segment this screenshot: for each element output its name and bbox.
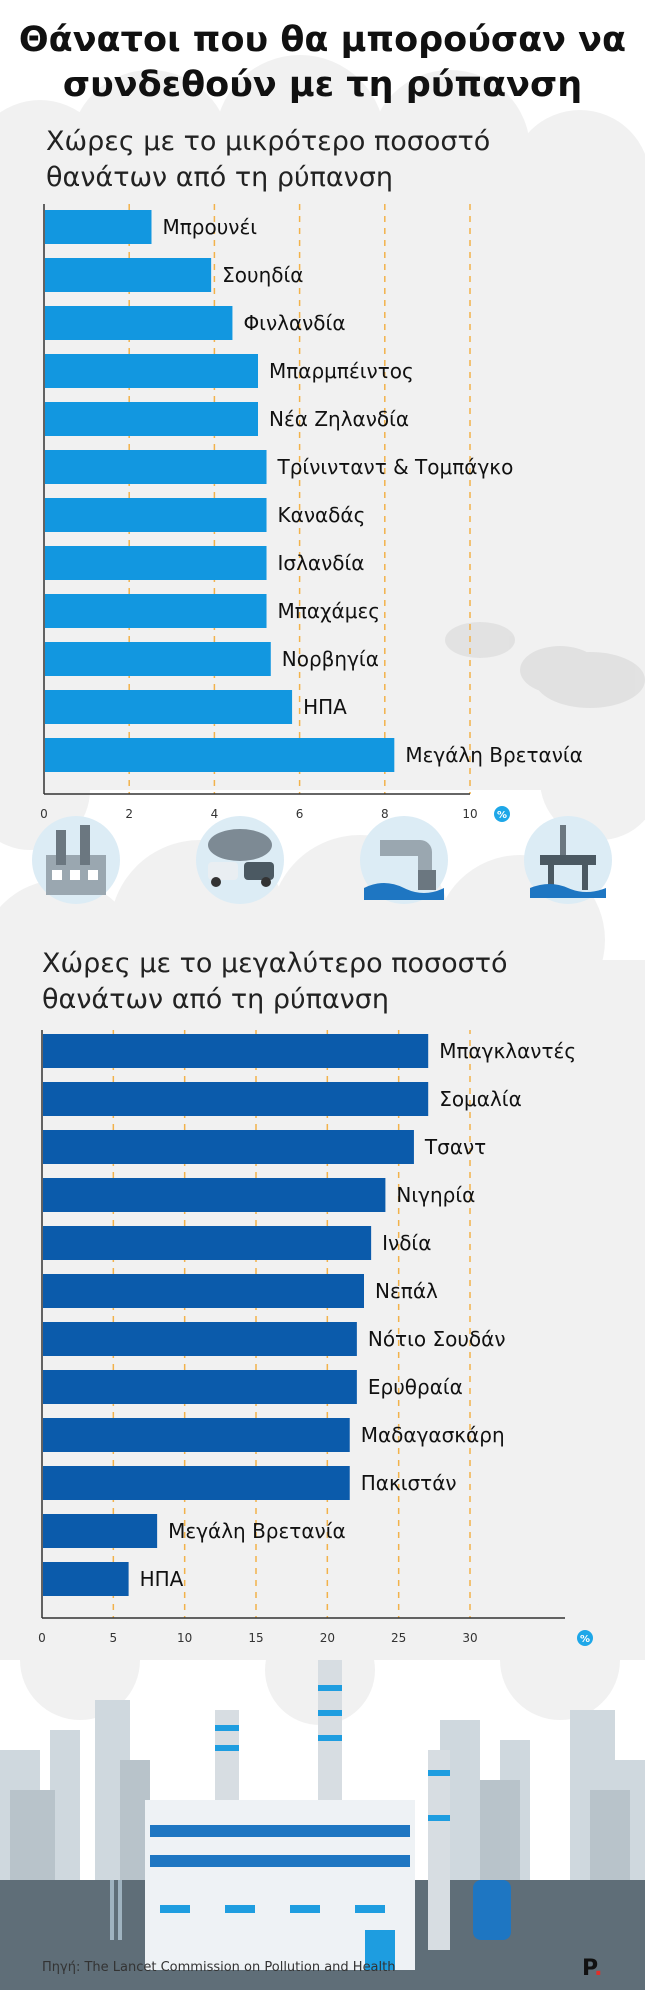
bar-7 xyxy=(45,498,267,532)
bar-10 xyxy=(45,642,271,676)
bar-12 xyxy=(43,1562,129,1596)
x-tick-label: 15 xyxy=(248,1631,263,1645)
x-tick-label: 25 xyxy=(391,1631,406,1645)
category-label: ΗΠΑ xyxy=(140,1567,184,1591)
x-tick-label: 5 xyxy=(110,1631,118,1645)
category-label: Νότιο Σουδάν xyxy=(368,1327,506,1351)
category-label: Σουηδία xyxy=(222,263,303,287)
x-tick-label: 10 xyxy=(462,807,477,821)
bar-1 xyxy=(43,1034,429,1068)
chart2-title: Χώρες με το μεγαλύτερο ποσοστό θανάτων α… xyxy=(42,948,508,1015)
category-label: Μεγάλη Βρετανία xyxy=(168,1519,346,1543)
factory-building xyxy=(110,1660,511,1970)
bar-2 xyxy=(45,258,212,292)
category-label: Μπαρμπέιντος xyxy=(269,359,414,383)
category-label: Νέα Ζηλανδία xyxy=(269,407,409,431)
x-tick-label: 4 xyxy=(211,807,219,821)
icons-row xyxy=(32,816,612,904)
bar-11 xyxy=(45,690,293,724)
source-note: Πηγή: The Lancet Commission on Pollution… xyxy=(42,1960,396,1975)
bar-9 xyxy=(43,1418,350,1452)
category-label: Μπαχάμες xyxy=(278,599,381,623)
category-label: Νορβηγία xyxy=(282,647,379,671)
bar-12 xyxy=(45,738,395,772)
bar-7 xyxy=(43,1322,357,1356)
x-tick-label: 0 xyxy=(40,807,48,821)
category-label: Μεγάλη Βρετανία xyxy=(405,743,583,767)
bar-8 xyxy=(45,546,267,580)
bar-6 xyxy=(45,450,267,484)
bar-11 xyxy=(43,1514,158,1548)
category-label: Μπαγκλαντές xyxy=(439,1039,576,1063)
bar-1 xyxy=(45,210,152,244)
category-label: Μπρουνέι xyxy=(163,215,258,239)
unit-label: % xyxy=(580,1634,590,1645)
unit-badge xyxy=(577,1630,593,1646)
bar-4 xyxy=(45,354,258,388)
category-label: Φινλανδία xyxy=(243,311,345,335)
category-label: ΗΠΑ xyxy=(303,695,347,719)
sewage-pipe-icon xyxy=(360,816,448,904)
unit-badge xyxy=(494,806,510,822)
x-tick-label: 20 xyxy=(320,1631,335,1645)
factory-skyline-illustration xyxy=(0,1660,645,1990)
oil-rig-icon xyxy=(524,816,612,904)
bar-8 xyxy=(43,1370,357,1404)
category-label: Ισλανδία xyxy=(278,551,365,575)
traffic-icon xyxy=(196,816,284,904)
chart1: Μπρουνέι Σουηδία Φινλανδία Μπαρμπέιντος Νέα … xyxy=(40,204,583,822)
main-title: Θάνατοι που θα μπορούσαν να συνδεθούν με… xyxy=(18,20,627,105)
chart2: Μπαγκλαντές Σομαλία Τσαντ Νιγηρία Ινδία Νεπάλ… xyxy=(38,1030,593,1646)
x-tick-label: 30 xyxy=(462,1631,477,1645)
x-tick-label: 2 xyxy=(125,807,133,821)
bar-5 xyxy=(43,1226,372,1260)
bar-10 xyxy=(43,1466,350,1500)
bar-9 xyxy=(45,594,267,628)
publisher-logo: P. xyxy=(582,1956,602,1981)
category-label: Τσαντ xyxy=(424,1135,486,1159)
bar-2 xyxy=(43,1082,429,1116)
category-label: Νεπάλ xyxy=(375,1279,438,1303)
category-label: Καναδάς xyxy=(278,503,366,527)
x-tick-label: 0 xyxy=(38,1631,46,1645)
category-label: Ερυθραία xyxy=(368,1375,463,1399)
bar-5 xyxy=(45,402,258,436)
logo-letter: P xyxy=(582,1956,595,1981)
x-tick-label: 8 xyxy=(381,807,389,821)
category-label: Νιγηρία xyxy=(396,1183,475,1207)
logo-dot: . xyxy=(594,1956,603,1981)
category-label: Σομαλία xyxy=(439,1087,522,1111)
category-label: Πακιστάν xyxy=(361,1471,457,1495)
chart1-title: Χώρες με το μικρότερο ποσοστό θανάτων απ… xyxy=(46,126,491,193)
bar-3 xyxy=(45,306,233,340)
category-label: Τρίνινταντ & Τομπάγκο xyxy=(277,455,514,479)
bar-4 xyxy=(43,1178,386,1212)
x-tick-label: 10 xyxy=(177,1631,192,1645)
factory-icon xyxy=(32,816,120,904)
bar-6 xyxy=(43,1274,364,1308)
unit-label: % xyxy=(497,810,507,821)
category-label: Μαδαγασκάρη xyxy=(361,1423,505,1447)
category-label: Ινδία xyxy=(382,1231,431,1255)
x-tick-label: 6 xyxy=(296,807,304,821)
bar-3 xyxy=(43,1130,414,1164)
